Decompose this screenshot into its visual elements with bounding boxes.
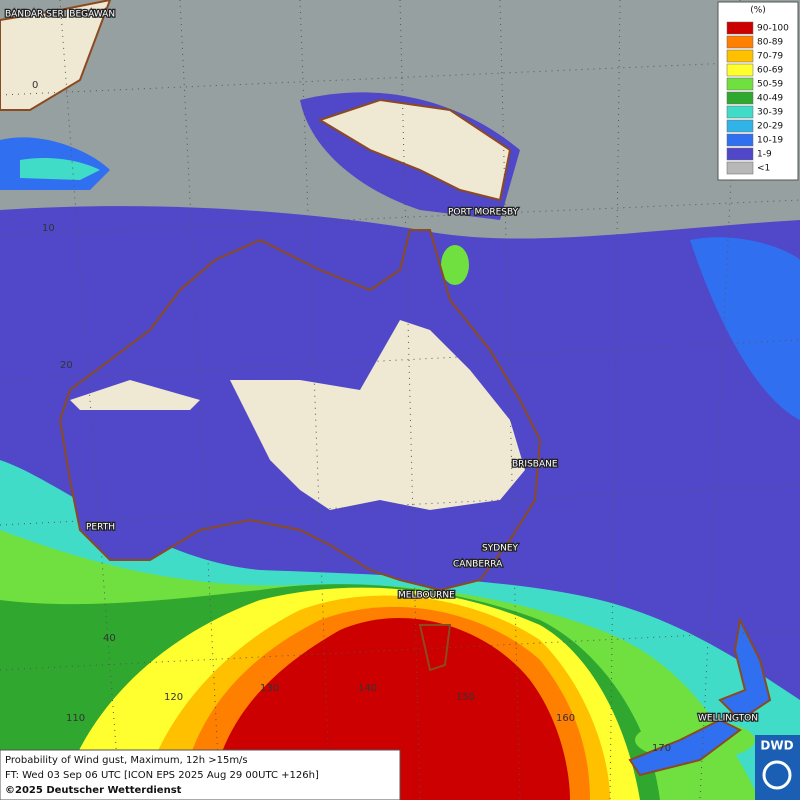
caption: Probability of Wind gust, Maximum, 12h >… (0, 749, 401, 800)
legend-label: 40-49 (757, 94, 783, 104)
lon-label: 140 (358, 683, 377, 694)
borneo (0, 0, 112, 111)
place-label: BANDAR SERI BEGAWAN (5, 10, 115, 20)
legend-swatch (726, 49, 754, 63)
legend-label: 80-89 (757, 38, 783, 48)
legend-swatch (726, 77, 754, 91)
legend-label: 70-79 (757, 52, 783, 62)
legend-swatch (726, 161, 754, 175)
legend-label: 60-69 (757, 66, 783, 76)
legend-swatch (726, 105, 754, 119)
legend-label: 30-39 (757, 108, 783, 118)
lon-line (499, 0, 521, 800)
legend-title: (%) (750, 6, 766, 16)
new-guinea (317, 98, 512, 202)
lon-label: 150 (456, 692, 475, 703)
logo-text: DWD (760, 739, 793, 753)
legend-label: 50-59 (757, 80, 783, 90)
lat-label: 40 (103, 633, 116, 644)
legend-label: 1-9 (757, 150, 772, 160)
place-label: MELBOURNE (398, 591, 455, 601)
legend-swatch (726, 35, 754, 49)
tasmania (418, 624, 452, 672)
place-label: SYDNEY (482, 544, 519, 554)
legend-swatch (726, 133, 754, 147)
lon-label: 110 (66, 713, 85, 724)
legend-label: 90-100 (757, 24, 789, 34)
legend-swatch (726, 147, 754, 161)
legend: (%) 90-100 80-89 70-79 60-69 50-59 40-49 30-39… (717, 1, 799, 181)
place-label: CANBERRA (453, 560, 503, 570)
legend-swatch (726, 91, 754, 105)
caption-line: ©2025 Deutscher Wetterdienst (5, 785, 182, 796)
legend-swatch (726, 119, 754, 133)
caption-line: FT: Wed 03 Sep 06 UTC [ICON EPS 2025 Aug… (5, 770, 319, 781)
place-label: PERTH (86, 523, 115, 533)
lon-label: 160 (556, 713, 575, 724)
legend-swatch (726, 63, 754, 77)
caption-line: Probability of Wind gust, Maximum, 12h >… (5, 755, 248, 766)
lat-label: 10 (42, 223, 55, 234)
lon-label: 170 (652, 743, 671, 754)
place-label: BRISBANE (512, 460, 558, 470)
lon-line (399, 0, 421, 800)
lon-line (609, 0, 621, 800)
lat-label: 0 (32, 80, 38, 91)
legend-label: 20-29 (757, 122, 783, 132)
legend-label: <1 (757, 164, 770, 174)
lat-label: 20 (60, 360, 73, 371)
lon-label: 120 (164, 692, 183, 703)
new-zealand (628, 616, 772, 777)
logo: DWD (755, 735, 800, 800)
lon-label: 130 (260, 683, 279, 694)
legend-label: 10-19 (757, 136, 783, 146)
place-label: WELLINGTON (698, 714, 758, 724)
place-label: PORT MORESBY (448, 208, 519, 218)
legend-swatch (726, 21, 754, 35)
